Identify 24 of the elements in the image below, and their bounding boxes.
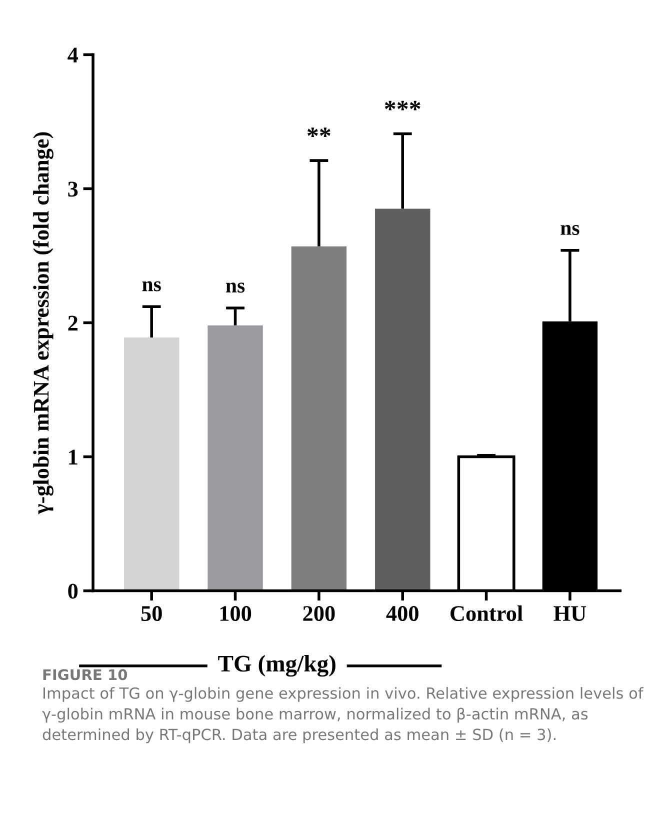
x-tick-label: HU (554, 606, 586, 621)
x-tick-label: 100 (220, 606, 252, 622)
annotation: ns (142, 281, 161, 292)
x-tick-label: Control (450, 605, 523, 622)
y-tick-label: 3 (68, 182, 78, 197)
bar (291, 246, 347, 591)
bar (375, 208, 430, 591)
y-axis-title: γ-globin mRNA expression (fold change) (32, 132, 54, 514)
annotation: ** (307, 128, 330, 138)
y-tick-label: 0 (68, 584, 78, 599)
x-tick-label: 50 (141, 606, 162, 622)
x-tick-label: 400 (386, 606, 418, 622)
caption: FIGURE 10 (43, 669, 128, 680)
annotation: *** (384, 100, 420, 110)
annotation: ns (560, 224, 580, 236)
y-tick-label: 2 (68, 316, 78, 330)
y-tick-label: 1 (69, 450, 78, 464)
x-tick-label: 200 (303, 606, 335, 622)
annotation: ns (226, 282, 245, 293)
x-axis-title: TG (mg/kg) (218, 655, 336, 677)
bar (208, 325, 263, 591)
text: Impact of TG on γ-globin gene expression in vivo. Relative expression levels of γ-globin mRNA in mouse bone marrow, normalized to β-actin mRNA, as determined by RT-qPCR. Data are presented as mean ± SD (n = 3). (42, 687, 644, 744)
y-tick-label: 4 (68, 48, 78, 62)
bar (124, 337, 180, 591)
